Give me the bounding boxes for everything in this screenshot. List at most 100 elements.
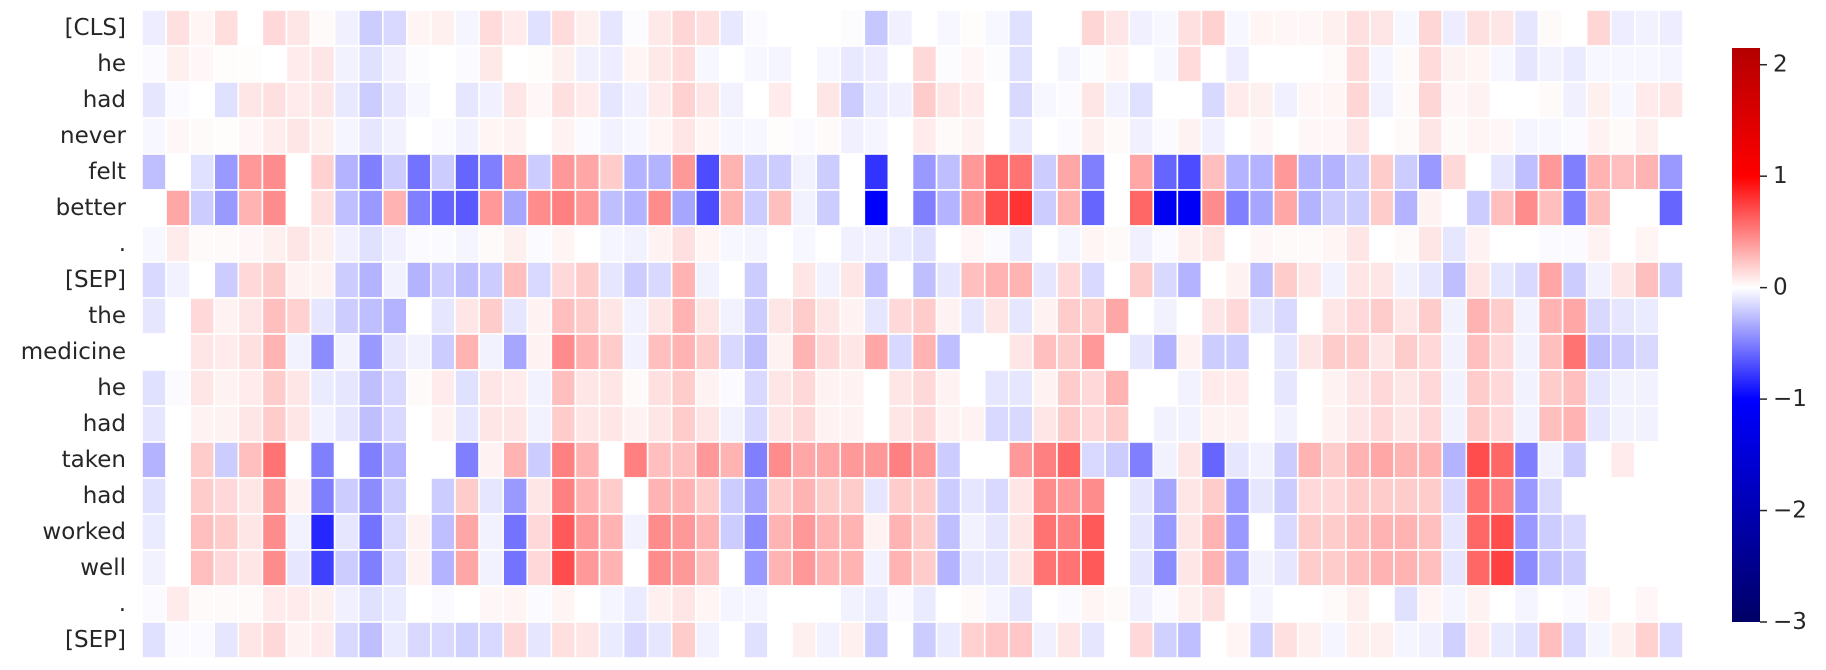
heatmap-cell	[1369, 405, 1395, 443]
heatmap-cell	[1272, 9, 1299, 47]
heatmap-cell	[309, 225, 336, 263]
heatmap-cell	[213, 117, 240, 155]
heatmap-cell	[863, 153, 890, 191]
heatmap-cell	[1321, 225, 1347, 263]
heatmap-cell	[454, 117, 480, 155]
heatmap-cell	[1152, 297, 1179, 335]
heatmap-cell	[502, 45, 529, 83]
heatmap-cell	[189, 621, 216, 659]
heatmap-cell	[887, 261, 914, 299]
heatmap-cell	[1128, 297, 1155, 335]
heatmap-cell	[1321, 333, 1347, 371]
heatmap-cell	[406, 153, 432, 191]
heatmap-cell	[863, 9, 890, 47]
heatmap-cell	[959, 117, 986, 155]
heatmap-cell	[694, 333, 721, 371]
heatmap-cell	[1441, 297, 1468, 335]
heatmap-cell	[1032, 45, 1058, 83]
heatmap-cell	[213, 369, 240, 407]
heatmap-cell	[285, 153, 312, 191]
heatmap-cell	[767, 189, 793, 227]
heatmap-cell	[1585, 621, 1612, 659]
heatmap-cell	[983, 585, 1010, 623]
heatmap-cell	[1634, 441, 1660, 479]
heatmap-cell	[911, 549, 938, 587]
heatmap-cell	[646, 225, 673, 263]
heatmap-cell	[189, 297, 216, 335]
heatmap-cell	[863, 585, 890, 623]
heatmap-cell	[1537, 621, 1564, 659]
heatmap-cell	[646, 117, 673, 155]
heatmap-cell	[1104, 117, 1131, 155]
heatmap-cell	[1152, 45, 1179, 83]
heatmap-cell	[1104, 405, 1131, 443]
heatmap-cell	[502, 477, 529, 515]
heatmap-cell	[1176, 153, 1203, 191]
heatmap-cell	[1537, 297, 1564, 335]
heatmap-cell	[1176, 297, 1203, 335]
heatmap-cell	[526, 369, 553, 407]
heatmap-cell	[1393, 9, 1419, 47]
heatmap-cell	[285, 405, 312, 443]
heatmap-cell	[1296, 621, 1323, 659]
heatmap-cell	[454, 513, 480, 551]
heatmap-cell	[333, 441, 360, 479]
heatmap-cell	[1080, 9, 1106, 47]
heatmap-cell	[1537, 549, 1564, 587]
heatmap-cell	[165, 405, 191, 443]
heatmap-cell	[237, 9, 264, 47]
row-label: .	[119, 231, 126, 257]
heatmap-cell	[333, 9, 360, 47]
heatmap-cell	[1369, 621, 1395, 659]
heatmap-cell	[622, 117, 649, 155]
heatmap-cell	[694, 477, 721, 515]
heatmap-cell	[574, 549, 601, 587]
heatmap-cell	[430, 189, 456, 227]
heatmap-cell	[1585, 369, 1612, 407]
heatmap-cell	[791, 9, 817, 47]
heatmap-cell	[694, 405, 721, 443]
heatmap-cell	[333, 549, 360, 587]
heatmap-cell	[670, 513, 697, 551]
heatmap-cell	[357, 513, 384, 551]
heatmap-cell	[333, 153, 360, 191]
heatmap-cell	[1128, 45, 1155, 83]
heatmap-cell	[887, 45, 914, 83]
heatmap-cell	[357, 333, 384, 371]
heatmap-cell	[719, 405, 745, 443]
heatmap-cell	[1152, 225, 1179, 263]
heatmap-cell	[1658, 621, 1684, 659]
heatmap-cell	[622, 189, 649, 227]
heatmap-cell	[1585, 153, 1612, 191]
heatmap-cell	[959, 405, 986, 443]
heatmap-cell	[719, 621, 745, 659]
heatmap-cell	[1272, 189, 1299, 227]
heatmap-cell	[309, 45, 336, 83]
heatmap-cell	[1513, 405, 1540, 443]
heatmap-cell	[1561, 405, 1588, 443]
heatmap-cell	[357, 117, 384, 155]
heatmap-cell	[526, 621, 553, 659]
heatmap-cell	[237, 549, 264, 587]
heatmap-cell	[1441, 117, 1468, 155]
heatmap-cell	[935, 369, 962, 407]
heatmap-cell	[1585, 585, 1612, 623]
heatmap-cell	[646, 477, 673, 515]
heatmap-cell	[141, 333, 167, 371]
heatmap-cell	[622, 297, 649, 335]
heatmap-cell	[309, 513, 336, 551]
heatmap-cell	[839, 585, 866, 623]
heatmap-cell	[430, 81, 456, 119]
heatmap-cell	[1224, 333, 1251, 371]
heatmap-cell	[1056, 117, 1082, 155]
heatmap-cell	[1321, 549, 1347, 587]
heatmap-cell	[574, 189, 601, 227]
heatmap-cell	[1658, 261, 1684, 299]
heatmap-cell	[622, 441, 649, 479]
heatmap-cell	[1585, 333, 1612, 371]
heatmap-cell	[574, 441, 601, 479]
heatmap-cell	[1634, 117, 1660, 155]
heatmap-cell	[791, 585, 817, 623]
heatmap-cell	[1321, 585, 1347, 623]
heatmap-cell	[333, 477, 360, 515]
